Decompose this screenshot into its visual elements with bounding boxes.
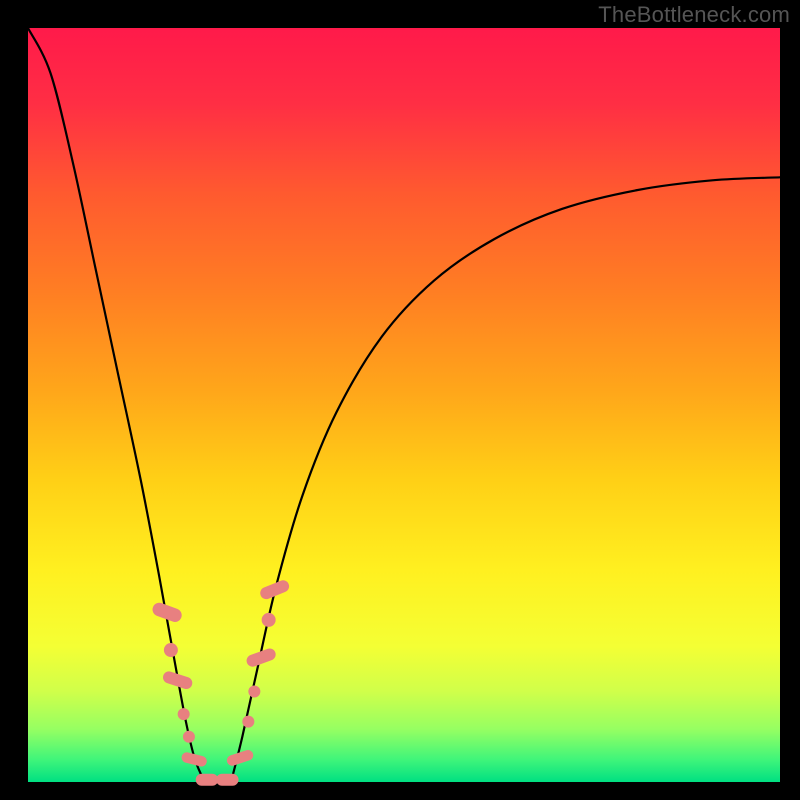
marker-dot — [164, 643, 178, 657]
marker-dot — [178, 708, 190, 720]
marker-pill — [216, 774, 239, 786]
marker-dot — [248, 686, 260, 698]
watermark-text: TheBottleneck.com — [598, 2, 790, 28]
marker-dot — [242, 716, 254, 728]
marker-dot — [183, 731, 195, 743]
marker-pill — [196, 774, 219, 786]
marker-dot — [262, 613, 276, 627]
chart-container: TheBottleneck.com — [0, 0, 800, 800]
bottleneck-chart — [0, 0, 800, 800]
plot-background — [28, 28, 780, 782]
